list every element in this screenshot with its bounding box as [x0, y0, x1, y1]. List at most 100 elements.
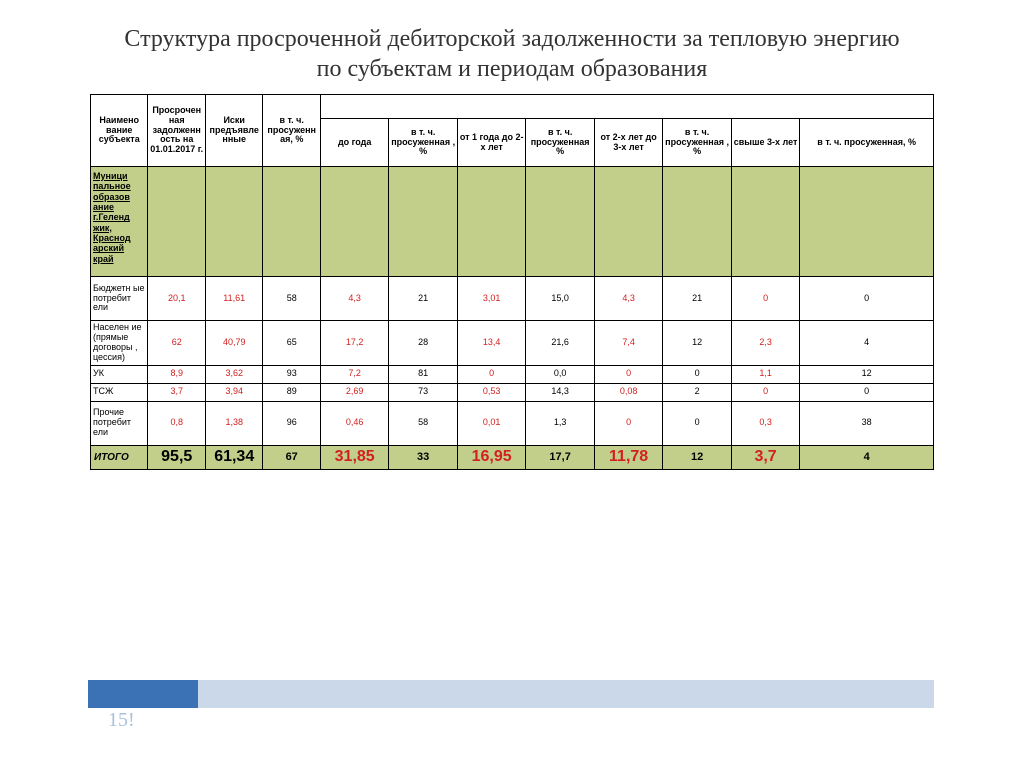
data-cell: 17,2	[320, 321, 388, 366]
footer-accent: 15!	[88, 680, 198, 708]
data-cell: 0,8	[148, 401, 205, 445]
empty-cell	[457, 167, 525, 277]
data-cell: 21	[389, 277, 457, 321]
data-cell: 20,1	[148, 277, 205, 321]
data-cell: 0	[663, 401, 731, 445]
row-label: ТСЖ	[91, 383, 148, 401]
data-cell: 4,3	[594, 277, 662, 321]
total-cell: 4	[800, 445, 934, 469]
data-cell: 3,94	[205, 383, 262, 401]
data-cell: 0	[731, 277, 799, 321]
table-row: УК8,93,62937,28100,0001,112	[91, 365, 934, 383]
data-cell: 38	[800, 401, 934, 445]
empty-cell	[663, 167, 731, 277]
data-cell: 93	[263, 365, 320, 383]
data-cell: 0,3	[731, 401, 799, 445]
table-row: Населен ие (прямые договоры , цессия)624…	[91, 321, 934, 366]
total-cell: 12	[663, 445, 731, 469]
data-cell: 4	[800, 321, 934, 366]
data-cell: 62	[148, 321, 205, 366]
data-cell: 1,38	[205, 401, 262, 445]
data-cell: 65	[263, 321, 320, 366]
empty-cell	[594, 167, 662, 277]
data-cell: 0	[731, 383, 799, 401]
total-cell: 67	[263, 445, 320, 469]
data-cell: 0,08	[594, 383, 662, 401]
data-cell: 58	[263, 277, 320, 321]
footer-light-bar	[198, 680, 934, 708]
data-cell: 58	[389, 401, 457, 445]
col-1-2-years-pct: в т. ч. просуженная %	[526, 119, 594, 167]
data-cell: 13,4	[457, 321, 525, 366]
total-cell: 16,95	[457, 445, 525, 469]
data-cell: 0	[800, 383, 934, 401]
col-2-3-years-pct: в т. ч. просуженная , %	[663, 119, 731, 167]
table-row: Прочие потребит ели0,81,38960,46580,011,…	[91, 401, 934, 445]
data-cell: 3,01	[457, 277, 525, 321]
data-cell: 2	[663, 383, 731, 401]
slide-title: Структура просроченной дебиторской задол…	[0, 0, 1024, 94]
col-1-2-years: от 1 года до 2-х лет	[457, 119, 525, 167]
data-cell: 0	[594, 401, 662, 445]
empty-cell	[389, 167, 457, 277]
data-cell: 7,4	[594, 321, 662, 366]
data-cell: 2,3	[731, 321, 799, 366]
data-cell: 0	[594, 365, 662, 383]
data-cell: 0	[457, 365, 525, 383]
data-cell: 3,62	[205, 365, 262, 383]
row-label: Бюджетн ые потребит ели	[91, 277, 148, 321]
total-cell: 17,7	[526, 445, 594, 469]
data-cell: 1,3	[526, 401, 594, 445]
data-cell: 14,3	[526, 383, 594, 401]
row-label: УК	[91, 365, 148, 383]
col-periods-group	[320, 95, 933, 119]
total-cell: 31,85	[320, 445, 388, 469]
footer-bar: 15!	[88, 680, 934, 708]
data-cell: 3,7	[148, 383, 205, 401]
data-cell: 7,2	[320, 365, 388, 383]
col-over-3-years: свыше 3-х лет	[731, 119, 799, 167]
col-overdue-debt: Просрочен ная задолженн ость на 01.01.20…	[148, 95, 205, 167]
empty-cell	[263, 167, 320, 277]
data-cell: 2,69	[320, 383, 388, 401]
data-cell: 4,3	[320, 277, 388, 321]
col-claims: Иски предъявле нные	[205, 95, 262, 167]
data-cell: 21,6	[526, 321, 594, 366]
data-cell: 0	[800, 277, 934, 321]
data-cell: 0,46	[320, 401, 388, 445]
col-over-3-years-pct: в т. ч. просуженная, %	[800, 119, 934, 167]
empty-cell	[205, 167, 262, 277]
total-cell: 95,5	[148, 445, 205, 469]
page-number: 15!	[108, 709, 135, 732]
data-cell: 40,79	[205, 321, 262, 366]
total-cell: 3,7	[731, 445, 799, 469]
empty-cell	[731, 167, 799, 277]
data-cell: 12	[800, 365, 934, 383]
empty-cell	[148, 167, 205, 277]
col-subject: Наимено вание субъекта	[91, 95, 148, 167]
total-row: ИТОГО95,561,346731,853316,9517,711,78123…	[91, 445, 934, 469]
table-container: Наимено вание субъекта Просрочен ная зад…	[0, 94, 1024, 470]
data-cell: 0,01	[457, 401, 525, 445]
data-cell: 11,61	[205, 277, 262, 321]
total-cell: 33	[389, 445, 457, 469]
subject-name-cell: Муници пальное образов ание г.Геленд жик…	[91, 167, 148, 277]
data-cell: 12	[663, 321, 731, 366]
row-label: Населен ие (прямые договоры , цессия)	[91, 321, 148, 366]
row-label: Прочие потребит ели	[91, 401, 148, 445]
data-cell: 0,53	[457, 383, 525, 401]
debt-structure-table: Наимено вание субъекта Просрочен ная зад…	[90, 94, 934, 470]
data-cell: 8,9	[148, 365, 205, 383]
table-row: Бюджетн ые потребит ели20,111,61584,3213…	[91, 277, 934, 321]
total-cell: 11,78	[594, 445, 662, 469]
col-upto-year-pct: в т. ч. просуженная , %	[389, 119, 457, 167]
data-cell: 15,0	[526, 277, 594, 321]
total-cell: 61,34	[205, 445, 262, 469]
data-cell: 96	[263, 401, 320, 445]
table-row: ТСЖ3,73,94892,69730,5314,30,08200	[91, 383, 934, 401]
data-cell: 1,1	[731, 365, 799, 383]
data-cell: 81	[389, 365, 457, 383]
total-label: ИТОГО	[91, 445, 148, 469]
col-2-3-years: от 2-х лет до 3-х лет	[594, 119, 662, 167]
data-cell: 89	[263, 383, 320, 401]
